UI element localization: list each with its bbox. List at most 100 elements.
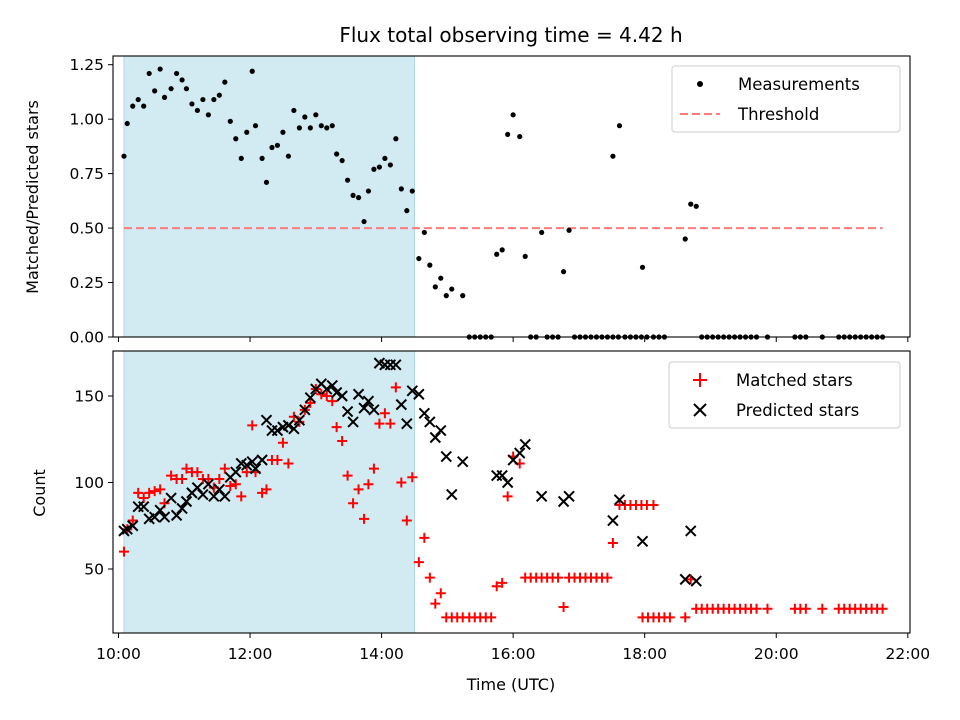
top-panel: 0.00 0.25 0.50 0.75 1.00 1.25 Matched/Predict…	[23, 55, 911, 347]
measurement-point	[345, 177, 351, 183]
predicted-stars-point	[457, 456, 469, 468]
matched-stars-point	[294, 416, 305, 427]
y-tick-label: 100	[74, 474, 104, 492]
matched-stars-point	[261, 484, 272, 495]
bottom-y-axis-label: Count	[30, 469, 49, 517]
matched-stars-point	[407, 472, 418, 483]
measurement-point	[318, 123, 324, 129]
predicted-stars-point	[368, 404, 380, 416]
predicted-stars-point	[679, 573, 691, 586]
y-tick-label: 0.50	[69, 220, 104, 238]
measurement-point	[141, 103, 147, 109]
measurement-point	[438, 275, 444, 281]
predicted-stars-point	[326, 379, 338, 392]
matched-stars-point	[877, 603, 888, 614]
predicted-stars-point	[165, 492, 177, 504]
predicted-stars-point	[304, 392, 317, 404]
matched-stars-series	[118, 382, 888, 623]
y-tick-label: 0.25	[69, 274, 104, 292]
measurement-point	[334, 151, 340, 157]
x-axis-label: Time (UTC)	[466, 675, 555, 694]
y-tick-label: 1.25	[69, 56, 104, 74]
matched-stars-point	[497, 577, 508, 588]
legend-measurements-label: Measurements	[738, 75, 860, 94]
matched-stars-point	[396, 477, 407, 488]
measurement-point	[639, 264, 646, 270]
legend-matched-stars-label: Matched stars	[736, 371, 853, 390]
matched-stars-point	[374, 418, 385, 429]
predicted-stars-point	[121, 523, 133, 535]
matched-stars-point	[236, 491, 247, 502]
measurement-point	[161, 94, 168, 100]
matched-stars-point	[247, 420, 258, 431]
predicted-stars-point	[613, 494, 626, 506]
measurement-point	[505, 131, 511, 138]
matched-stars-point	[553, 572, 564, 583]
measurement-point	[194, 107, 201, 114]
predicted-stars-point	[446, 488, 458, 501]
predicted-stars-point	[358, 402, 370, 414]
bottom-legend-box	[668, 361, 901, 429]
measurement-point	[291, 107, 297, 114]
matched-stars-point	[359, 513, 370, 524]
measurement-point	[173, 70, 180, 77]
measurement-point	[432, 284, 438, 290]
predicted-stars-point	[202, 478, 215, 490]
measurement-point	[244, 129, 250, 135]
top-y-axis-ticks: 0.00 0.25 0.50 0.75 1.00 1.25	[69, 56, 113, 347]
x-tick-label: 14:00	[359, 645, 404, 663]
chart-title: Flux total observing time = 4.42 h	[339, 23, 682, 47]
measurement-point	[135, 96, 141, 103]
matched-stars-point	[435, 588, 446, 599]
predicted-stars-point	[170, 509, 183, 522]
measurement-point	[560, 269, 567, 275]
x-tick-label: 22:00	[885, 645, 930, 663]
measurement-point	[124, 120, 130, 127]
measurement-point	[616, 123, 623, 129]
y-tick-label: 150	[74, 387, 104, 405]
predicted-stars-point	[241, 459, 253, 471]
predicted-stars-point	[501, 476, 514, 489]
matched-stars-point	[424, 572, 435, 583]
measurement-point	[449, 286, 455, 292]
matched-stars-point	[127, 515, 138, 526]
measurement-point	[355, 194, 362, 201]
top-observing-window-shade	[123, 55, 415, 338]
matched-stars-point	[192, 467, 203, 478]
predicted-stars-point	[519, 438, 531, 451]
measurement-point	[302, 114, 308, 120]
measurement-point	[693, 203, 699, 209]
measurement-point	[398, 186, 404, 192]
legend-predicted-stars-label: Predicted stars	[736, 401, 859, 420]
predicted-stars-point	[341, 405, 354, 418]
predicted-stars-point	[535, 490, 548, 503]
measurement-point	[259, 155, 265, 161]
measurement-point	[427, 262, 433, 268]
predicted-stars-point	[148, 511, 161, 523]
measurement-point	[263, 179, 270, 185]
measurement-point	[382, 155, 388, 161]
matched-stars-point	[817, 603, 828, 614]
matched-stars-point	[219, 463, 230, 474]
matched-stars-point	[144, 487, 155, 498]
predicted-stars-point	[514, 447, 526, 459]
predicted-stars-point	[390, 359, 402, 371]
matched-stars-point	[133, 487, 144, 498]
measurement-point	[324, 125, 330, 131]
matched-stars-point	[138, 493, 149, 504]
measurement-point	[610, 153, 616, 159]
x-tick-label: 16:00	[491, 645, 536, 663]
measurement-point	[183, 86, 190, 92]
matched-stars-point	[241, 467, 252, 478]
measurement-point	[238, 155, 244, 161]
matched-stars-point	[602, 572, 613, 583]
y-tick-label: 1.00	[69, 111, 104, 129]
measurement-point	[313, 112, 319, 118]
predicted-stars-point	[429, 431, 442, 444]
predicted-stars-point	[197, 488, 209, 501]
measurement-point	[285, 153, 292, 159]
matched-stars-point	[664, 612, 675, 623]
predicted-stars-point	[496, 469, 508, 482]
matched-stars-point	[368, 463, 379, 474]
